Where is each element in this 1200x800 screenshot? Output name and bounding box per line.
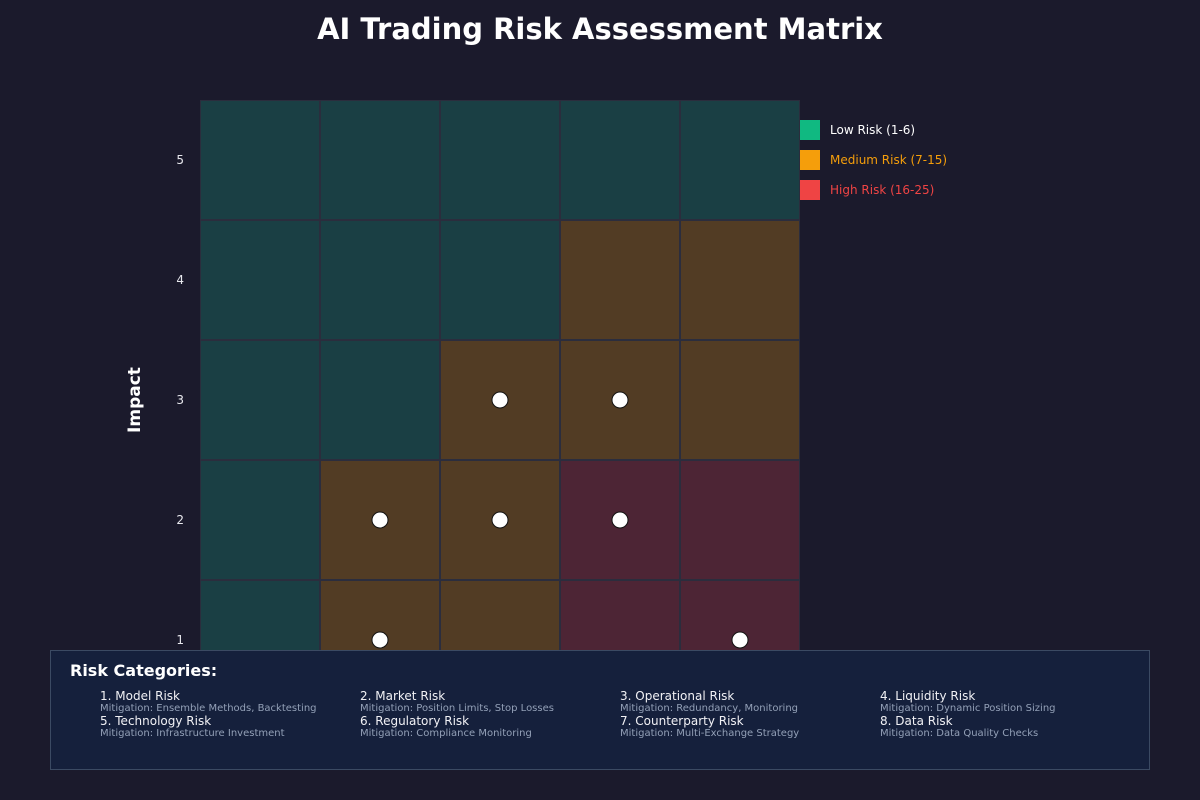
risk-category-mitigation: Mitigation: Dynamic Position Sizing: [880, 703, 1056, 714]
risk-category-name: 6. Regulatory Risk: [360, 714, 470, 728]
risk-category-name: 8. Data Risk: [880, 714, 953, 728]
legend-label-high: High Risk (16-25): [830, 183, 935, 197]
legend-swatch-medium: [800, 150, 820, 170]
legend-swatch-low: [800, 120, 820, 140]
legend: Low Risk (1-6) Medium Risk (7-15) High R…: [800, 120, 947, 210]
risk-category-name: 1. Model Risk: [100, 689, 180, 703]
legend-label-low: Low Risk (1-6): [830, 123, 916, 137]
risk-category-name: 5. Technology Risk: [100, 714, 212, 728]
risk-category-item: 2. Market Risk Mitigation: Position Limi…: [360, 690, 615, 715]
panel-title: Risk Categories:: [70, 661, 218, 680]
matrix-cell-low: [441, 101, 559, 219]
risk-marker[interactable]: [491, 511, 509, 529]
legend-item-low: Low Risk (1-6): [800, 120, 947, 140]
risk-matrix: [200, 100, 800, 700]
risk-marker[interactable]: [371, 511, 389, 529]
matrix-cell-low: [681, 101, 799, 219]
risk-category-item: 3. Operational Risk Mitigation: Redundan…: [620, 690, 875, 715]
legend-label-medium: Medium Risk (7-15): [830, 153, 948, 167]
matrix-cell-low: [201, 341, 319, 459]
y-axis-label: Impact: [125, 367, 145, 433]
legend-item-high: High Risk (16-25): [800, 180, 947, 200]
risk-category-name: 7. Counterparty Risk: [620, 714, 744, 728]
matrix-cell-low: [201, 221, 319, 339]
chart-title: AI Trading Risk Assessment Matrix: [317, 12, 883, 46]
risk-category-name: 2. Market Risk: [360, 689, 446, 703]
y-tick-label: 4: [176, 273, 184, 287]
matrix-cell-low: [201, 461, 319, 579]
matrix-cell-low: [561, 101, 679, 219]
matrix-cell-high: [681, 461, 799, 579]
risk-categories-panel: Risk Categories: 1. Model Risk Mitigatio…: [50, 650, 1150, 770]
risk-marker[interactable]: [611, 511, 629, 529]
legend-item-medium: Medium Risk (7-15): [800, 150, 947, 170]
risk-category-mitigation: Mitigation: Ensemble Methods, Backtestin…: [100, 703, 317, 714]
risk-category-mitigation: Mitigation: Position Limits, Stop Losses: [360, 703, 554, 714]
risk-category-name: 4. Liquidity Risk: [880, 689, 976, 703]
risk-category-mitigation: Mitigation: Compliance Monitoring: [360, 728, 532, 739]
risk-category-name: 3. Operational Risk: [620, 689, 735, 703]
y-tick-label: 5: [176, 153, 184, 167]
risk-category-mitigation: Mitigation: Infrastructure Investment: [100, 728, 285, 739]
risk-marker[interactable]: [491, 391, 509, 409]
matrix-cell-low: [321, 221, 439, 339]
risk-category-item: 8. Data Risk Mitigation: Data Quality Ch…: [880, 715, 1135, 740]
risk-category-item: 5. Technology Risk Mitigation: Infrastru…: [100, 715, 355, 740]
risk-marker[interactable]: [611, 391, 629, 409]
matrix-cell-medium: [681, 341, 799, 459]
legend-swatch-high: [800, 180, 820, 200]
y-tick-label: 2: [176, 513, 184, 527]
matrix-cell-low: [201, 101, 319, 219]
risk-category-mitigation: Mitigation: Multi-Exchange Strategy: [620, 728, 800, 739]
risk-marker[interactable]: [371, 631, 389, 649]
matrix-cell-low: [441, 221, 559, 339]
matrix-cell-medium: [681, 221, 799, 339]
risk-category-item: 1. Model Risk Mitigation: Ensemble Metho…: [100, 690, 355, 715]
risk-category-item: 6. Regulatory Risk Mitigation: Complianc…: [360, 715, 615, 740]
y-tick-label: 3: [176, 393, 184, 407]
risk-category-mitigation: Mitigation: Redundancy, Monitoring: [620, 703, 799, 714]
risk-marker[interactable]: [731, 631, 749, 649]
matrix-cell-low: [321, 101, 439, 219]
y-tick-label: 1: [176, 633, 184, 647]
risk-category-item: 7. Counterparty Risk Mitigation: Multi-E…: [620, 715, 875, 740]
matrix-cell-medium: [561, 221, 679, 339]
risk-category-mitigation: Mitigation: Data Quality Checks: [880, 728, 1039, 739]
risk-category-item: 4. Liquidity Risk Mitigation: Dynamic Po…: [880, 690, 1135, 715]
matrix-cell-low: [321, 341, 439, 459]
